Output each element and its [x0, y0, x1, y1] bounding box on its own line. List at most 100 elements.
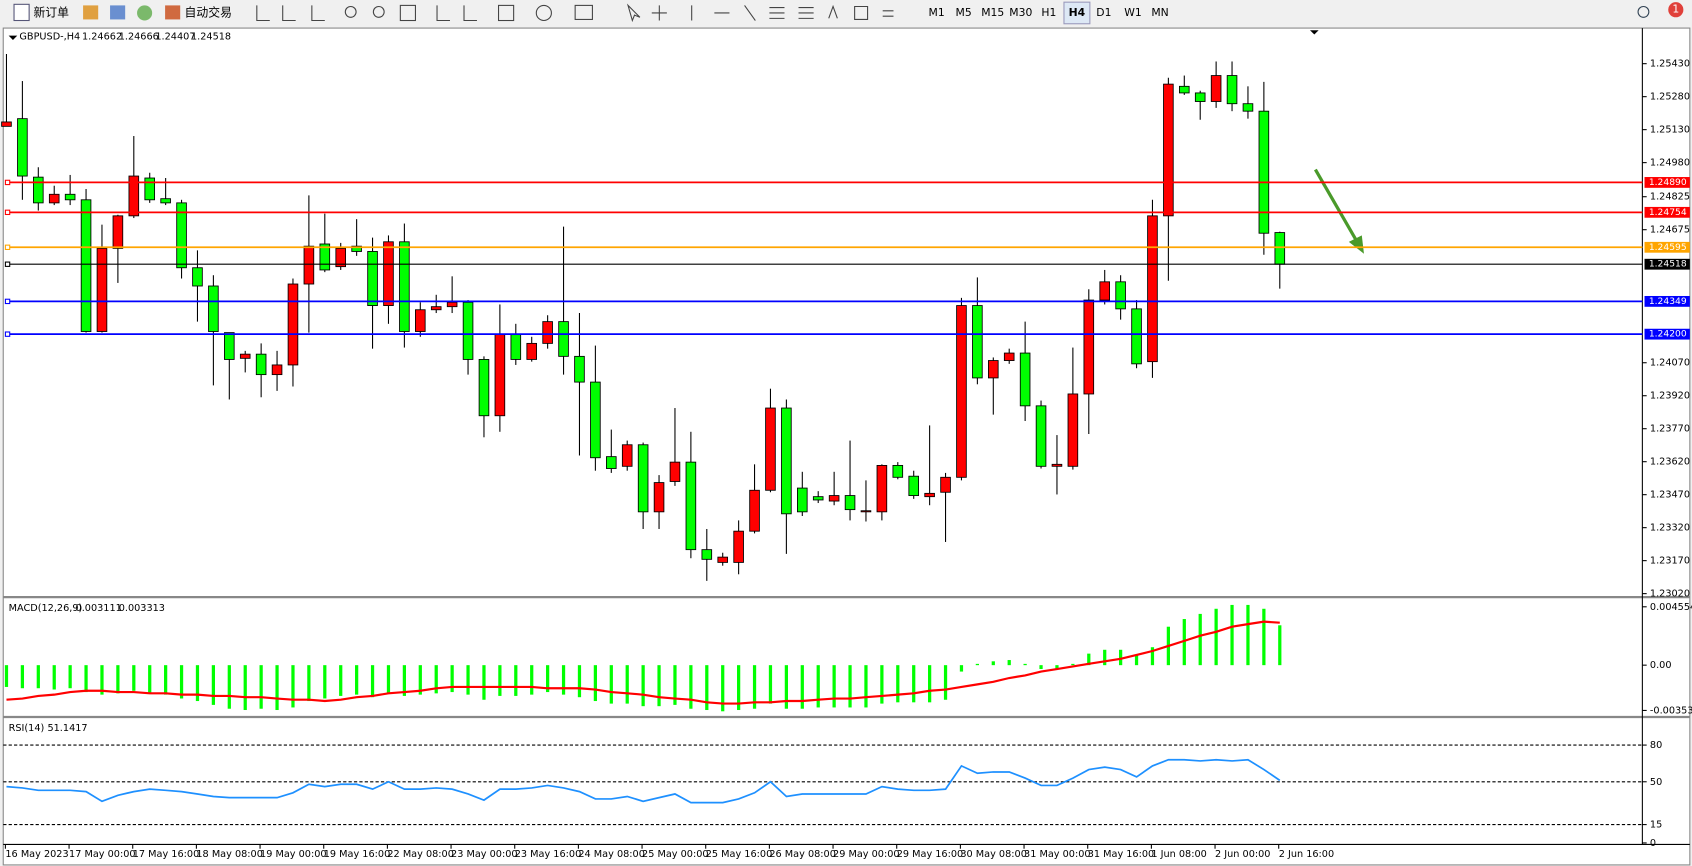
level-marker [4, 298, 11, 305]
macd-bar [912, 665, 916, 703]
candle-body [367, 251, 378, 306]
macd-bar [1055, 665, 1059, 670]
zoom-in[interactable] [344, 5, 357, 18]
candle-body [637, 444, 649, 513]
macd-bar [291, 665, 295, 708]
timeframe-button[interactable]: M30 [1009, 6, 1032, 19]
candle-body [1, 121, 12, 127]
candle-body [749, 489, 760, 532]
menu-arrow [8, 35, 18, 40]
level-marker [4, 261, 11, 267]
level-label: 1.24518 [1649, 259, 1687, 270]
candle-body [1083, 299, 1095, 395]
candle-body [542, 321, 553, 344]
candle-body [478, 359, 490, 417]
macd-bar [1023, 663, 1027, 666]
y-tick-label: 1.23320 [1650, 523, 1690, 534]
macd-bar [259, 665, 263, 709]
timeframe-button[interactable]: H4 [1069, 6, 1086, 19]
zoom-out[interactable] [372, 5, 385, 18]
candle-body [940, 476, 951, 493]
candle-body [64, 193, 76, 201]
new-order-button[interactable]: 新订单 [33, 5, 69, 19]
macd-bar [1150, 647, 1155, 666]
candle-body [271, 364, 283, 376]
level-label-bg [1644, 206, 1690, 218]
macd-bar [20, 665, 25, 689]
level-label: 1.24595 [1649, 242, 1687, 253]
notification-badge[interactable] [1668, 2, 1684, 18]
macd-bar [546, 665, 550, 693]
timeframe-button[interactable]: M1 [929, 6, 945, 19]
macd-bar [307, 665, 311, 702]
timeframe-button[interactable]: M15 [981, 6, 1004, 19]
timeframe-button[interactable]: H1 [1041, 6, 1056, 19]
level-label-bg [1644, 258, 1690, 270]
header-high: 1.24666 [119, 32, 159, 43]
rsi-tick-label: 50 [1650, 777, 1662, 788]
macd-bar [896, 665, 900, 703]
x-tick-label: 1 Jun 08:00 [1151, 849, 1206, 860]
header-close: 1.24518 [191, 32, 231, 43]
macd-bar [1039, 665, 1043, 670]
x-tick-label: 26 May 08:00 [769, 849, 836, 860]
candle-body [351, 245, 362, 252]
x-tick-label: 30 May 08:00 [960, 849, 1027, 860]
candle-body [494, 334, 506, 417]
macd-tick-label: -0.003533 [1650, 705, 1692, 716]
candle-body [908, 475, 919, 496]
timeframe-button[interactable]: M5 [956, 6, 972, 19]
timeframe-button[interactable]: W1 [1124, 6, 1142, 19]
x-tick-label: 31 May 16:00 [1088, 849, 1155, 860]
candle-body [526, 342, 538, 360]
x-tick-label: 25 May 00:00 [642, 849, 709, 860]
candle-body [733, 530, 744, 563]
candle-body [1115, 281, 1126, 310]
timeframe-button[interactable]: D1 [1096, 6, 1111, 19]
candle-body [653, 482, 665, 513]
search-icon[interactable] [1637, 5, 1650, 18]
macd-bar [561, 665, 566, 695]
candle-body [924, 492, 935, 498]
timeframe-button[interactable]: MN [1151, 6, 1168, 19]
candle-body [1274, 232, 1286, 265]
candle-body [112, 215, 124, 249]
candle-body [685, 461, 697, 551]
auto-trade-button[interactable]: 自动交易 [185, 5, 232, 19]
macd-bar [768, 665, 773, 704]
symbol: GBPUSD-,H4 [19, 32, 80, 43]
candle-body [717, 556, 729, 563]
new-order-icon [13, 3, 30, 22]
macd-bar [100, 665, 104, 695]
macd-bar [975, 663, 979, 666]
rsi-tick-label: 80 [1650, 740, 1662, 751]
macd-bar [498, 665, 502, 696]
x-tick-label: 31 May 00:00 [1024, 849, 1091, 860]
y-tick-label: 1.24675 [1650, 225, 1690, 236]
macd-bar [991, 661, 995, 666]
timeframes: M1 M5 M15 M30 H1 H4 D1 W1 MN [929, 6, 1169, 19]
macd-bar [466, 665, 470, 695]
candle-body [239, 353, 251, 359]
candle-body [781, 407, 792, 515]
icon [497, 4, 515, 22]
macd-bar [450, 665, 454, 693]
candle-body [956, 305, 967, 478]
macd-bar [68, 665, 72, 689]
candle-body [892, 464, 904, 478]
candle-body [797, 487, 808, 513]
header-open: 1.24662 [82, 32, 122, 43]
y-tick-label: 1.25430 [1650, 59, 1690, 70]
rsi-tick-label: 0 [1650, 838, 1656, 849]
icon [399, 4, 416, 22]
macd-bar [52, 665, 56, 690]
candle-body [1131, 308, 1142, 365]
macd-bar [880, 665, 884, 704]
macd-bar [116, 665, 120, 694]
y-tick-label: 1.24070 [1650, 358, 1690, 369]
candle-body [224, 332, 235, 360]
level-label: 1.24890 [1649, 177, 1687, 188]
candle-body [621, 444, 633, 467]
candle-body [1099, 281, 1110, 301]
x-tick-label: 25 May 16:00 [706, 849, 773, 860]
